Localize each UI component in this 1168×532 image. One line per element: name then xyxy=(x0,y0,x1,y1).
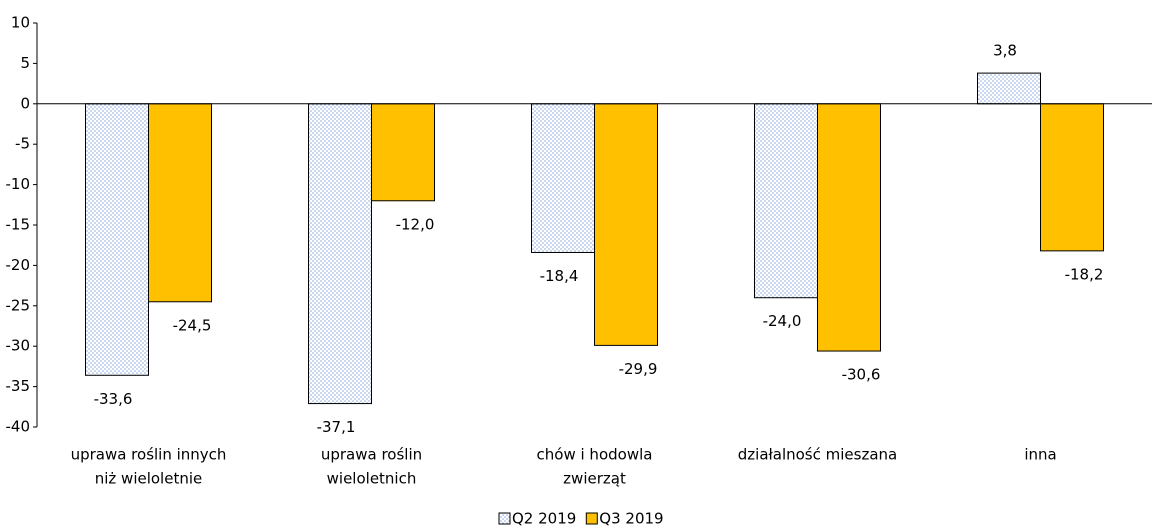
bar xyxy=(531,103,595,253)
data-label: -24,5 xyxy=(173,316,212,334)
y-tick-label: -30 xyxy=(6,337,31,355)
x-tick-label: inna xyxy=(1024,446,1056,464)
data-label: -18,2 xyxy=(1065,265,1104,283)
bar xyxy=(1040,103,1104,252)
bar xyxy=(817,103,881,352)
y-tick-label: -10 xyxy=(6,175,31,193)
x-tick-label: uprawa roślin xyxy=(321,446,422,464)
y-tick-label: -25 xyxy=(6,296,31,314)
y-tick-label: 5 xyxy=(20,54,30,72)
bar xyxy=(371,103,435,202)
bar xyxy=(754,103,818,299)
data-label: -33,6 xyxy=(94,390,133,408)
data-label: -29,9 xyxy=(619,360,658,378)
data-label: -24,0 xyxy=(763,312,802,330)
data-label: -37,1 xyxy=(317,418,356,436)
x-tick-label: działalność mieszana xyxy=(738,446,897,464)
data-label: -18,4 xyxy=(540,267,579,285)
y-tick-label: -15 xyxy=(6,216,31,234)
bar xyxy=(85,103,149,376)
legend-swatch xyxy=(585,512,598,525)
y-tick-label: -5 xyxy=(15,135,30,153)
bar xyxy=(308,103,372,405)
data-label: 3,8 xyxy=(993,42,1017,60)
bar xyxy=(148,103,212,303)
y-tick-label: -35 xyxy=(6,377,31,395)
data-label: -30,6 xyxy=(842,366,881,384)
legend-swatch xyxy=(498,512,511,525)
data-label: -12,0 xyxy=(396,215,435,233)
y-tick-label: -40 xyxy=(6,418,31,436)
bar xyxy=(594,103,658,346)
x-tick-label: zwierząt xyxy=(563,470,626,488)
y-tick-label: 0 xyxy=(20,94,30,112)
y-tick-label: -20 xyxy=(6,256,31,274)
x-tick-label: niż wieloletnie xyxy=(95,470,203,488)
y-tick-label: 10 xyxy=(11,14,30,32)
legend-label: Q2 2019 xyxy=(512,510,576,528)
bar xyxy=(977,72,1041,105)
x-tick-label: wieloletnich xyxy=(327,470,417,488)
x-tick-label: chów i hodowla xyxy=(537,446,653,464)
x-tick-label: uprawa roślin innych xyxy=(71,446,227,464)
legend-label: Q3 2019 xyxy=(599,510,663,528)
